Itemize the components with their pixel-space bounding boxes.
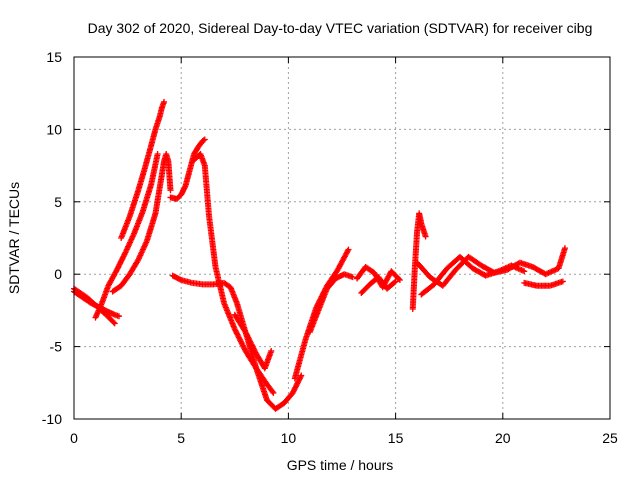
series-arc-14 xyxy=(409,210,429,312)
series-arc-10 xyxy=(291,246,352,382)
data-point xyxy=(391,279,398,286)
data-point xyxy=(161,98,168,105)
data-point xyxy=(296,375,303,382)
series-arc-3 xyxy=(92,151,161,321)
data-point xyxy=(521,268,528,275)
series-arc-12 xyxy=(354,263,403,291)
data-point xyxy=(349,274,356,281)
series-arc-6 xyxy=(167,136,208,202)
y-axis-label: SDTVAR / TECUs xyxy=(6,182,22,294)
data-point xyxy=(115,262,122,269)
data-point xyxy=(121,250,128,257)
data-point xyxy=(294,380,301,387)
data-point xyxy=(561,245,568,252)
x-tick-label: 20 xyxy=(495,430,511,446)
data-point xyxy=(290,388,297,395)
chart-title: Day 302 of 2020, Sidereal Day-to-day VTE… xyxy=(88,20,593,36)
data-point xyxy=(119,256,126,263)
data-point xyxy=(118,257,125,264)
data-point xyxy=(116,313,123,320)
x-tick-label: 5 xyxy=(177,430,185,446)
series-arc-9 xyxy=(231,311,275,372)
data-point xyxy=(114,265,121,272)
y-tick-label: 0 xyxy=(54,266,62,282)
series-arc-16 xyxy=(418,253,528,298)
data-point xyxy=(294,379,301,386)
data-point xyxy=(120,253,127,260)
tick-marks xyxy=(73,56,611,420)
series-arc-13 xyxy=(358,274,399,297)
data-point xyxy=(113,266,120,273)
data-point xyxy=(295,377,302,384)
data-point xyxy=(110,319,117,326)
series-arc-8 xyxy=(169,272,305,412)
data-point xyxy=(111,320,118,327)
data-point xyxy=(292,383,299,390)
data-point xyxy=(116,261,123,268)
data-point xyxy=(422,233,429,240)
data-point xyxy=(200,137,207,144)
x-tick-label: 10 xyxy=(281,430,297,446)
data-point xyxy=(154,151,161,158)
x-tick-label: 15 xyxy=(388,430,404,446)
data-point xyxy=(292,384,299,391)
grid-lines xyxy=(74,57,610,419)
data-point xyxy=(121,252,128,259)
data-point xyxy=(291,387,298,394)
y-tick-label: 10 xyxy=(46,121,62,137)
data-point xyxy=(117,260,124,267)
data-point xyxy=(167,187,174,194)
x-tick-label: 25 xyxy=(602,430,618,446)
data-point xyxy=(396,276,403,283)
data-point xyxy=(559,278,566,285)
y-tick-labels: -10 -5 0 5 10 15 xyxy=(42,49,62,427)
x-axis-label: GPS time / hours xyxy=(287,457,394,473)
data-point xyxy=(291,385,298,392)
plot-frame xyxy=(73,56,611,420)
data-point xyxy=(392,278,399,285)
data-point xyxy=(117,258,124,265)
data-point xyxy=(395,275,402,282)
data-point xyxy=(270,389,277,396)
data-point xyxy=(115,264,122,271)
data-point xyxy=(268,347,275,354)
y-tick-label: 15 xyxy=(46,49,62,65)
series-arc-11 xyxy=(306,271,356,336)
x-tick-label: 0 xyxy=(70,430,78,446)
data-point xyxy=(297,373,304,380)
series-arc-4 xyxy=(118,98,168,241)
data-point xyxy=(201,136,208,143)
series-arc-17 xyxy=(521,278,566,289)
x-tick-labels: 0 5 10 15 20 25 xyxy=(70,430,618,446)
y-tick-label: 5 xyxy=(54,194,62,210)
data-point xyxy=(298,372,305,379)
data-point xyxy=(345,246,352,253)
data-point xyxy=(119,254,126,261)
data-point xyxy=(269,388,276,395)
data-point xyxy=(293,381,300,388)
data-point xyxy=(289,389,296,396)
data-points xyxy=(71,98,568,412)
series-arc-5 xyxy=(109,151,174,295)
y-tick-label: -5 xyxy=(50,339,63,355)
data-point xyxy=(296,376,303,383)
y-tick-label: -10 xyxy=(42,411,62,427)
